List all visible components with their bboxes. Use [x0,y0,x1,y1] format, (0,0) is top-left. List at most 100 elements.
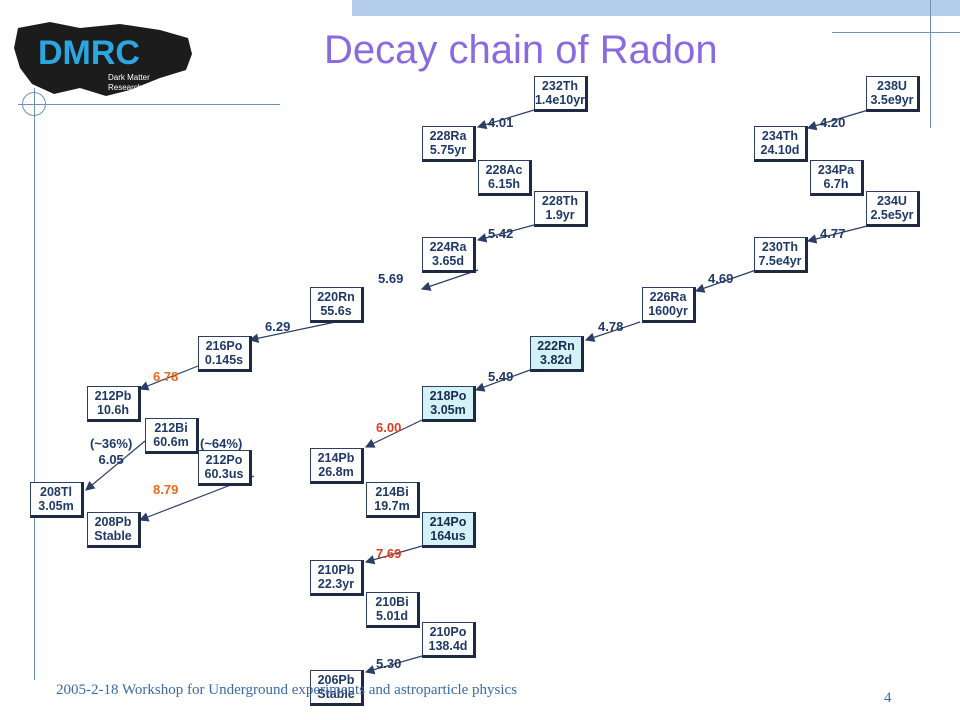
nuclide-po212: 212Po 60.3us [198,450,252,486]
nuclide-rn220: 220Rn 55.6s [310,287,364,323]
isotope-label: 234Th [761,129,799,143]
half-life: Stable [94,529,132,543]
nuclide-ra226: 226Ra 1600yr [642,287,696,323]
alpha-energy-po210: 5.30 [376,656,402,671]
arrow-th232-ra228 [476,109,535,130]
nuclide-ra224: 224Ra 3.65d [422,237,476,273]
half-life: 19.7m [374,499,410,513]
isotope-label: 210Po [429,625,467,639]
branch-right-pct: (~64%) [200,436,243,451]
half-life: 3.82d [540,353,572,367]
nuclide-rn222: 222Rn 3.82d [530,336,584,372]
logo-line2: Research Center [108,83,169,92]
alpha-energy-u234: 4.77 [820,226,846,241]
nuclide-ra228: 228Ra 5.75yr [422,126,476,162]
half-life: 2.5e5yr [870,208,914,222]
left-guide-line [34,88,35,680]
half-life: 3.5e9yr [870,93,914,107]
nuclide-bi212: 212Bi 60.6m [145,418,199,454]
isotope-label: 208Tl [40,485,72,499]
page-number: 4 [884,690,892,706]
arrow-ra226-rn222 [584,321,641,342]
alpha-energy-po214: 7.69 [376,546,402,561]
nuclide-tl208: 208Tl 3.05m [30,482,84,518]
arrow-u234-th230 [806,223,876,244]
isotope-label: 234U [877,194,907,208]
isotope-label: 226Ra [649,290,687,304]
isotope-label: 230Th [761,240,799,254]
half-life: 1.9yr [545,208,575,222]
dmrc-logo: DMRC Dark Matter Research Center [14,22,192,96]
nuclide-pb212: 212Pb 10.6h [87,386,141,422]
isotope-label: 228Ra [429,129,467,143]
half-life: 164us [430,529,466,543]
nuclide-th228: 228Th 1.9yr [534,191,588,227]
logo-text: DMRC [38,34,140,72]
half-life: 3.05m [430,403,466,417]
half-life: 5.75yr [429,143,467,157]
isotope-label: 220Rn [317,290,355,304]
half-life: 0.145s [204,353,244,367]
half-life: Stable [317,687,355,701]
corner-line-vertical [930,0,931,128]
half-life: 10.6h [97,403,129,417]
half-life: 60.6m [153,435,189,449]
half-life: 1.4e10yr [534,93,586,107]
corner-line-horizontal [832,32,960,33]
arrow-u238-th234 [806,107,876,131]
arrow-ra224-rn220 [420,269,479,291]
isotope-label: 238U [877,79,907,93]
isotope-label: 208Pb [94,515,132,529]
nuclide-pa234: 234Pa 6.7h [810,160,864,196]
nuclide-th230: 230Th 7.5e4yr [754,237,808,273]
isotope-label: 212Bi [154,421,188,435]
nuclide-pb208: 208Pb Stable [87,512,141,548]
alpha-energy-po212: 8.79 [153,482,179,497]
isotope-label: 212Po [205,453,243,467]
nuclide-th234: 234Th 24.10d [754,126,808,162]
alpha-energy-th228: 5.42 [488,226,514,241]
isotope-label: 222Rn [537,339,575,353]
half-life: 6.15h [488,177,520,191]
half-life: 5.01d [376,609,408,623]
isotope-label: 214Po [429,515,467,529]
branch-left: (~36%) 6.05 [90,436,132,468]
isotope-label: 210Pb [317,563,355,577]
half-life: 3.05m [38,499,74,513]
isotope-label: 228Ac [485,163,523,177]
half-life: 60.3us [204,467,244,481]
half-life: 3.65d [432,254,464,268]
half-life: 55.6s [320,304,352,318]
half-life: 22.3yr [317,577,355,591]
isotope-label: 232Th [541,79,579,93]
logo-line1: Dark Matter [108,73,150,82]
isotope-label: 228Th [541,194,579,208]
branch-left-pct: (~36%) [90,436,133,451]
footer-text: 2005-2-18 Workshop for Underground exper… [56,682,518,698]
isotope-label: 224Ra [429,240,467,254]
nuclide-pb214: 214Pb 26.8m [310,448,364,484]
isotope-label: 234Pa [817,163,855,177]
half-life: 7.5e4yr [758,254,802,268]
arrow-bi212-tl208 [85,440,146,491]
arrow-po216-pb212 [138,365,199,391]
alpha-energy-u238: 4.20 [820,115,846,130]
nuclide-pb210: 210Pb 22.3yr [310,560,364,596]
top-accent-bar [352,0,960,16]
arrow-rn222-po218 [474,369,531,392]
half-life: 1600yr [648,304,688,318]
nuclide-th232: 232Th 1.4e10yr [534,76,588,112]
nuclide-bi210: 210Bi 5.01d [366,592,420,628]
isotope-label: 212Pb [94,389,132,403]
alpha-energy-ra224: 5.69 [378,271,404,286]
left-guide-horizontal [18,104,280,105]
page-title: Decay chain of Radon [324,28,718,72]
nuclide-bi214: 214Bi 19.7m [366,482,420,518]
arrow-th230-ra226 [694,269,757,293]
alpha-energy-th232: 4.01 [488,115,514,130]
isotope-label: 218Po [429,389,467,403]
half-life: 138.4d [428,639,468,653]
alpha-energy-ra226: 4.78 [598,319,624,334]
half-life: 6.7h [823,177,849,191]
